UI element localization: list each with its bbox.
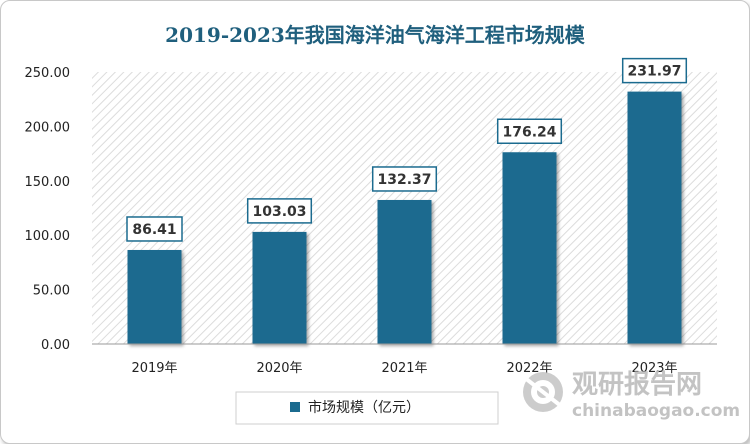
data-label-box [246, 198, 313, 224]
bar [502, 152, 557, 344]
y-tick-label: 0.00 [41, 338, 70, 353]
watermark-domain: chinabaogao.com [572, 401, 740, 421]
data-labels: 86.41 103.03 132.37 176.24 231.97 [126, 57, 688, 242]
y-tick-label: 250.00 [25, 66, 71, 81]
data-label-box [371, 166, 438, 192]
data-label: 176.24 [502, 124, 556, 140]
data-label: 231.97 [627, 64, 681, 80]
bar [627, 91, 682, 344]
y-tick-label: 50.00 [33, 284, 70, 299]
x-tick-label: 2020年 [256, 361, 302, 376]
y-tick-label: 100.00 [25, 229, 71, 244]
bar [252, 231, 307, 344]
x-tick-label: 2023年 [631, 361, 677, 376]
x-tick-label: 2019年 [131, 361, 177, 376]
legend-label: 市场规模（亿元） [308, 399, 420, 416]
data-label-box [621, 57, 688, 84]
bars [127, 91, 682, 344]
data-label: 86.41 [132, 222, 176, 238]
y-tick-label: 150.00 [25, 175, 71, 190]
watermark-name: 观研报告网 [572, 369, 702, 400]
bar [127, 249, 182, 344]
data-label-box [496, 118, 563, 145]
legend: 市场规模（亿元） [235, 391, 499, 425]
y-tick-label: 200.00 [25, 120, 71, 135]
legend-swatch [290, 402, 300, 412]
legend-box [235, 391, 499, 425]
watermark-logo-icon [523, 372, 563, 412]
bar [377, 199, 432, 344]
data-label-box [126, 216, 183, 242]
x-axis: 2019年 2020年 2021年 2022年 2023年 [92, 343, 717, 376]
chart-title: 2019-2023年我国海洋油气海洋工程市场规模 [165, 23, 586, 47]
y-axis: 0.00 50.00 100.00 150.00 200.00 250.00 [25, 66, 71, 353]
watermark: 观研报告网 chinabaogao.com [523, 369, 740, 421]
data-label: 132.37 [377, 172, 431, 188]
data-label: 103.03 [252, 204, 306, 220]
x-tick-label: 2021年 [381, 361, 427, 376]
